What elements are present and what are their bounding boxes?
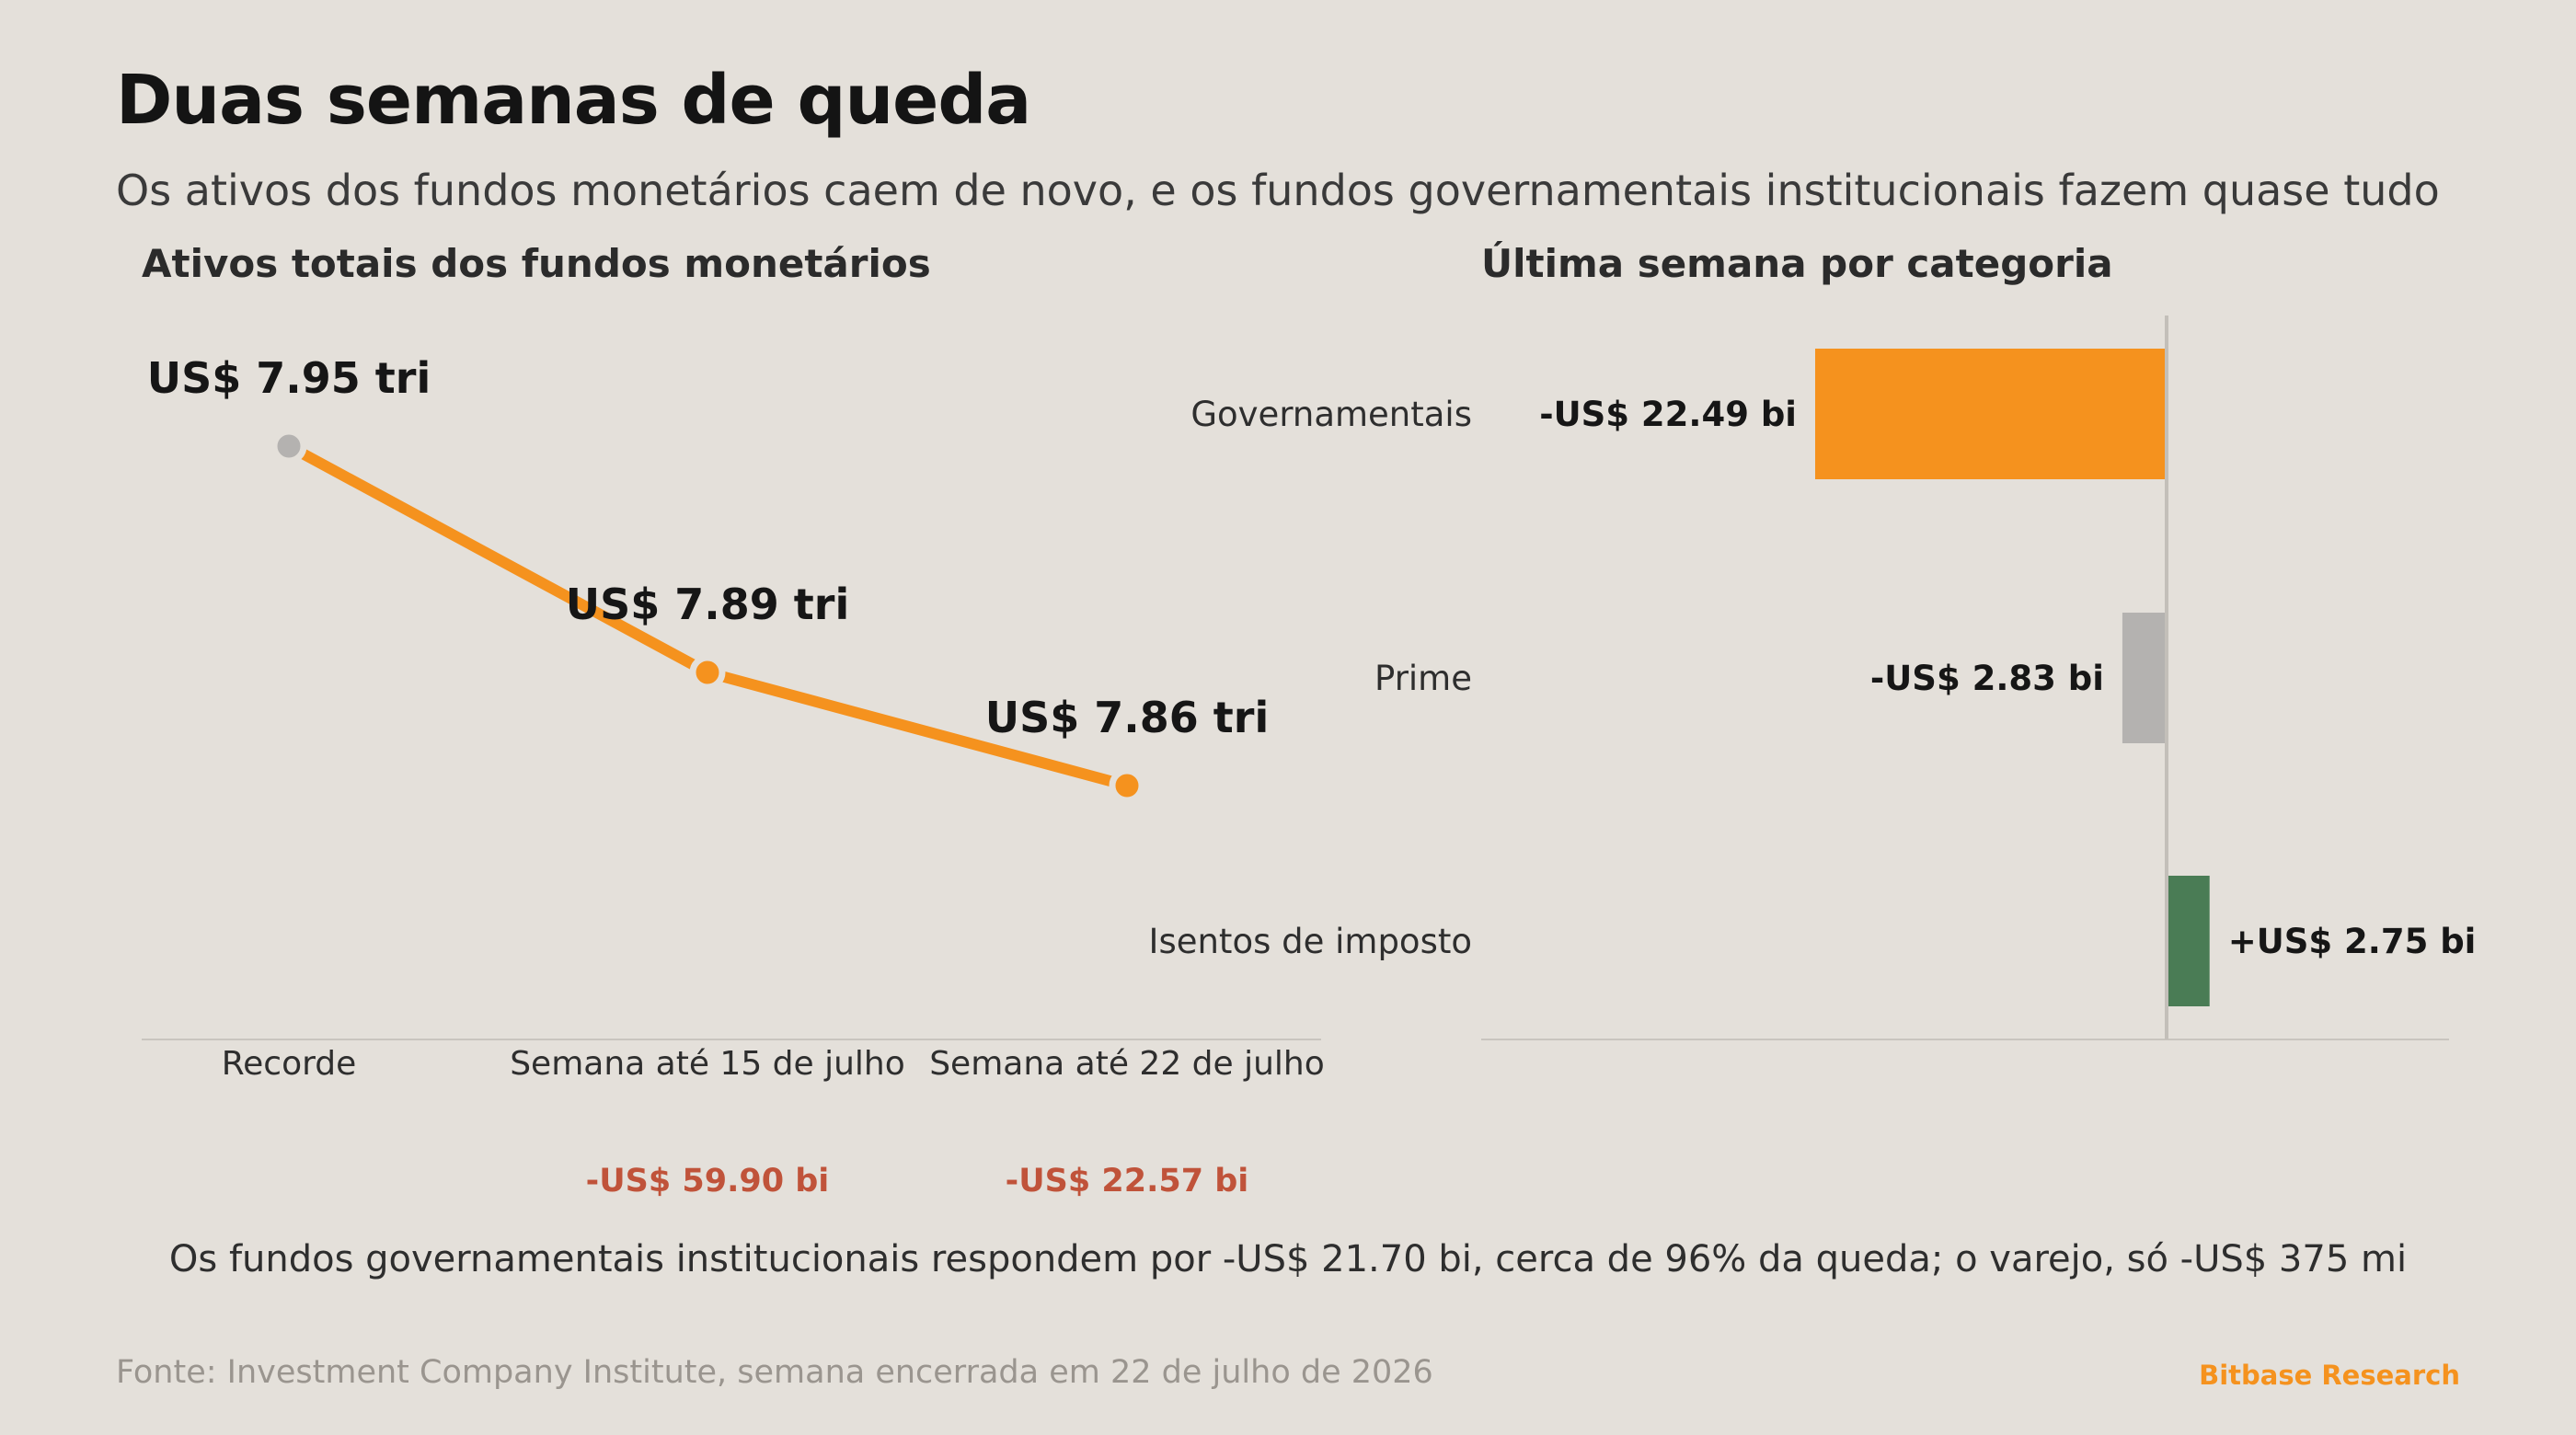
line-value-label-2: US$ 7.89 tri [566,580,849,629]
bar-value-label-3: +US$ 2.75 bi [2228,922,2477,961]
line-point-1 [270,428,307,465]
footnote: Os fundos governamentais institucionais … [168,1238,2408,1280]
source-note: Fonte: Investment Company Institute, sem… [116,1354,1433,1391]
brand-logo-text: Bitbase Research [2199,1360,2460,1391]
bar-category-label-3: Isentos de imposto [1149,922,1472,961]
line-value-label-3: US$ 7.86 tri [985,693,1269,742]
bar-panel-title: Última semana por categoria [1481,241,2113,286]
x-tick-label-2: Semana até 15 de julho [510,1045,905,1083]
line-panel-title: Ativos totais dos fundos monetários [142,241,931,286]
chart-title: Duas semanas de queda [116,61,1031,140]
bar-value-label-1: -US$ 22.49 bi [1539,395,1797,434]
x-tick-label-3: Semana até 22 de julho [929,1045,1325,1083]
bar-category-label-1: Governamentais [1190,395,1472,434]
bar-1 [1815,349,2167,479]
change-label-2: -US$ 59.90 bi [586,1163,830,1200]
line-point-2 [689,654,726,691]
x-tick-label-1: Recorde [222,1045,357,1083]
chart-subtitle: Os ativos dos fundos monetários caem de … [116,166,2440,215]
change-label-3: -US$ 22.57 bi [1006,1163,1249,1200]
bar-category-label-2: Prime [1374,659,1472,698]
bar-3 [2167,876,2210,1006]
line-value-label-1: US$ 7.95 tri [147,353,431,403]
bar-value-label-2: -US$ 2.83 bi [1870,659,2104,698]
bar-2 [2122,613,2167,743]
line-point-3 [1109,767,1145,804]
